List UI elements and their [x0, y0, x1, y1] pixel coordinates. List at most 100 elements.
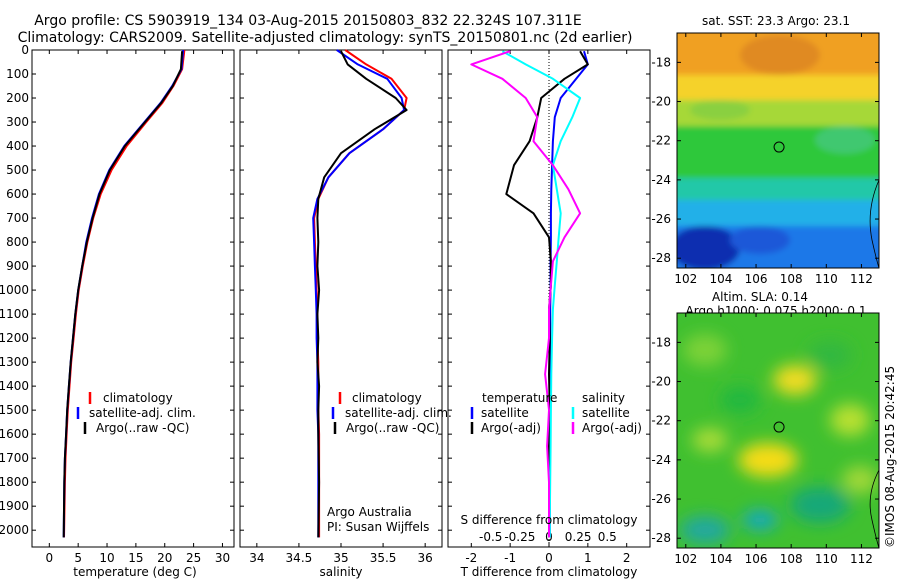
s-tick-label: -0.5: [479, 530, 502, 544]
x-tick-label: 110: [815, 272, 838, 286]
sst-heatmap: [677, 33, 879, 268]
x-tick-label: -2: [465, 551, 477, 565]
sla-blob: [683, 334, 727, 366]
x-tick-label: 108: [780, 552, 803, 566]
pi-note: PI: Susan Wijffels: [327, 520, 429, 534]
y-tick-label: 700: [6, 211, 29, 225]
y-tick-label: 1400: [0, 379, 29, 393]
y-tick-label: 800: [6, 235, 29, 249]
sst-fields: [677, 33, 879, 268]
legend-label-s-argo: Argo(-adj): [582, 421, 642, 435]
temperature-xlabel: temperature (deg C): [73, 565, 196, 579]
y-tick-label: -24: [651, 453, 671, 467]
x-tick-label: 35.5: [370, 551, 397, 565]
x-tick-label: 30: [215, 551, 230, 565]
legend-label-s-satellite: satellite: [582, 406, 630, 420]
x-tick-label: 35: [333, 551, 348, 565]
x-tick-label: 112: [850, 552, 873, 566]
x-tick-label: 104: [709, 552, 732, 566]
sst-map-title: sat. SST: 23.3 Argo: 23.1: [702, 14, 850, 28]
series-line: [470, 50, 582, 538]
sst-ticks: 102 104 106 108 110 112 -18 -20 -22 -24 -26 -28: [651, 33, 879, 286]
y-tick-label: -22: [651, 414, 671, 428]
series-line: [313, 49, 408, 538]
s-tick-label: -0.25: [504, 530, 535, 544]
legend-label-satellite: satellite-adj. clim.: [89, 406, 196, 420]
y-tick-label: -20: [651, 375, 671, 389]
x-tick-label: 20: [157, 551, 172, 565]
x-tick-label: 5: [74, 551, 82, 565]
sla-blob: [773, 365, 817, 395]
y-tick-label: 500: [6, 163, 29, 177]
x-tick-label: 34: [249, 551, 264, 565]
x-tick-label: 0: [545, 551, 553, 565]
sla-blob: [720, 386, 760, 414]
x-tick-label: 112: [850, 272, 873, 286]
sla-blob: [692, 428, 728, 452]
x-tick-label: 15: [128, 551, 143, 565]
sst-axes: [676, 32, 880, 269]
sla-blob: [830, 404, 870, 436]
series-line: [62, 49, 185, 538]
legend-label-climatology: climatology: [352, 391, 422, 405]
sla-heatmap: [677, 313, 879, 548]
y-tick-label: 1900: [0, 499, 29, 513]
argo-australia-note: Argo Australia: [327, 505, 412, 519]
x-tick-label: 25: [186, 551, 201, 565]
y-tick-label: -20: [651, 95, 671, 109]
sla-coast-line: [869, 469, 879, 548]
sla-blob: [738, 443, 798, 477]
sst-green-tongue: [690, 100, 750, 120]
sla-ticks: 102 104 106 108 110 112 -18 -20 -22 -24 -26 -28: [651, 313, 879, 566]
y-tick-label: 1700: [0, 451, 29, 465]
sst-dark-blue-patch: [677, 226, 740, 268]
difference-legend: temperature salinity satellite Argo(-adj…: [470, 391, 642, 435]
sla-argo-marker: [773, 421, 785, 433]
y-tick-label: 200: [6, 91, 29, 105]
y-tick-label: 1800: [0, 475, 29, 489]
y-tick-label: 400: [6, 139, 29, 153]
x-tick-label: 106: [745, 272, 768, 286]
y-tick-label: 1500: [0, 403, 29, 417]
sst-band-teal: [677, 178, 879, 200]
legend-header-temperature: temperature: [482, 391, 557, 405]
x-tick-label: 102: [674, 272, 697, 286]
temperature-axes: [31, 49, 235, 548]
sst-cool-patch: [815, 126, 875, 154]
y-tick-label: -26: [651, 492, 671, 506]
y-tick-label: 1300: [0, 355, 29, 369]
series-line: [312, 49, 406, 538]
temperature-legend: climatology satellite-adj. clim. Argo(..…: [76, 391, 196, 435]
series-line: [501, 50, 582, 538]
x-tick-label: 106: [745, 552, 768, 566]
x-tick-label: 0: [45, 551, 53, 565]
y-tick-label: -24: [651, 173, 671, 187]
sla-map-title: Altim. SLA: 0.14: [712, 290, 808, 304]
sst-blue-patch: [730, 226, 790, 254]
salinity-xlabel: salinity: [319, 565, 362, 579]
y-tick-label: 300: [6, 115, 29, 129]
y-tick-label: 1000: [0, 283, 29, 297]
figure-title-line1: Argo profile: CS 5903919_134 03-Aug-2015…: [34, 13, 582, 29]
sst-coast-line: [869, 179, 879, 268]
sst-argo-marker: [773, 141, 785, 153]
y-tick-label: 100: [6, 67, 29, 81]
legend-label-climatology: climatology: [103, 391, 173, 405]
legend-label-t-argo: Argo(-adj): [481, 421, 541, 435]
sla-blob: [842, 466, 878, 494]
t-difference-xlabel: T difference from climatology: [460, 565, 638, 579]
s-tick-label: 0.25: [565, 530, 592, 544]
sst-hot-spot: [740, 35, 820, 75]
x-tick-label: 10: [99, 551, 114, 565]
legend-label-argo: Argo(..raw -QC): [346, 421, 439, 435]
salinity-plot: 34 34.5 35 35.5 36: [240, 49, 442, 565]
legend-header-salinity: salinity: [582, 391, 625, 405]
legend-label-t-satellite: satellite: [481, 406, 529, 420]
x-tick-label: 2: [623, 551, 631, 565]
s-tick-label: 0.5: [598, 530, 617, 544]
imos-stamp: ©IMOS 08-Aug-2015 20:42:45: [883, 366, 897, 548]
sla-fields: [680, 334, 878, 544]
difference-plot: -2 -1 0 1 2-0.5 -0.25 0 0.25 0.5: [448, 49, 650, 565]
sla-axes: [676, 312, 880, 549]
